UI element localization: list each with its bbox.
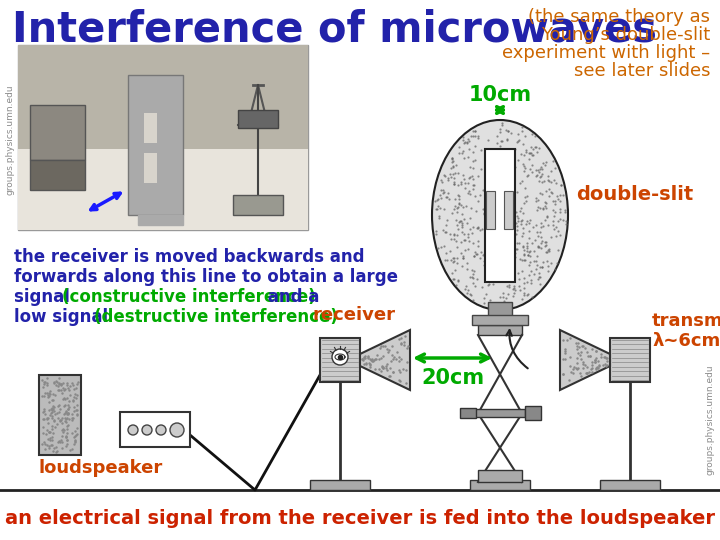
Bar bbox=[486, 191, 495, 229]
Polygon shape bbox=[560, 330, 610, 390]
Bar bbox=[472, 315, 528, 325]
Text: transmitter: transmitter bbox=[652, 312, 720, 330]
Bar bbox=[233, 195, 283, 215]
Bar bbox=[478, 325, 522, 335]
Polygon shape bbox=[360, 330, 410, 390]
Text: Interference of microwaves: Interference of microwaves bbox=[12, 8, 657, 50]
Bar bbox=[470, 480, 530, 490]
Text: (the same theory as: (the same theory as bbox=[528, 8, 710, 26]
Bar bbox=[39, 375, 81, 455]
Text: low signal: low signal bbox=[14, 308, 114, 326]
Bar bbox=[485, 149, 515, 282]
Bar bbox=[238, 110, 278, 128]
Circle shape bbox=[156, 425, 166, 435]
Text: loudspeaker: loudspeaker bbox=[39, 459, 163, 477]
Circle shape bbox=[170, 423, 184, 437]
Text: (constructive interference): (constructive interference) bbox=[62, 288, 316, 306]
Text: (destructive interference): (destructive interference) bbox=[94, 308, 338, 326]
Bar bbox=[475, 408, 525, 416]
Bar bbox=[320, 338, 360, 382]
Text: forwards along this line to obtain a large: forwards along this line to obtain a lar… bbox=[14, 268, 398, 286]
Text: groups.physics.umn.edu: groups.physics.umn.edu bbox=[706, 364, 714, 475]
Bar bbox=[600, 480, 660, 490]
Text: Young’s double-slit: Young’s double-slit bbox=[541, 26, 710, 44]
Bar bbox=[610, 338, 650, 382]
Text: λ~6cm: λ~6cm bbox=[652, 332, 720, 350]
Text: double-slit: double-slit bbox=[576, 186, 693, 205]
Bar bbox=[30, 105, 85, 160]
Text: the receiver is moved backwards and: the receiver is moved backwards and bbox=[14, 248, 364, 266]
Text: 10cm: 10cm bbox=[469, 85, 531, 105]
Bar bbox=[18, 45, 308, 230]
Bar bbox=[18, 45, 308, 148]
Bar bbox=[144, 113, 157, 143]
Circle shape bbox=[142, 425, 152, 435]
Text: and a: and a bbox=[262, 288, 320, 306]
Text: see later slides: see later slides bbox=[574, 62, 710, 80]
Bar bbox=[144, 153, 157, 183]
Bar bbox=[128, 75, 183, 215]
Text: 20cm: 20cm bbox=[421, 368, 484, 388]
Bar bbox=[504, 191, 513, 229]
Bar bbox=[488, 302, 512, 316]
Bar bbox=[525, 406, 541, 420]
Bar bbox=[120, 412, 190, 447]
Circle shape bbox=[332, 349, 348, 365]
Circle shape bbox=[128, 425, 138, 435]
Bar bbox=[478, 470, 522, 482]
Text: groups.physics.umn.edu: groups.physics.umn.edu bbox=[6, 85, 14, 195]
Bar bbox=[310, 480, 370, 490]
Text: experiment with light –: experiment with light – bbox=[502, 44, 710, 62]
Bar bbox=[18, 147, 308, 230]
Text: an electrical signal from the receiver is fed into the loudspeaker: an electrical signal from the receiver i… bbox=[5, 509, 715, 528]
Text: receiver: receiver bbox=[312, 306, 395, 324]
Polygon shape bbox=[138, 215, 183, 225]
Bar bbox=[30, 160, 85, 190]
Bar bbox=[460, 408, 476, 417]
Ellipse shape bbox=[432, 120, 568, 310]
Text: signal: signal bbox=[14, 288, 76, 306]
